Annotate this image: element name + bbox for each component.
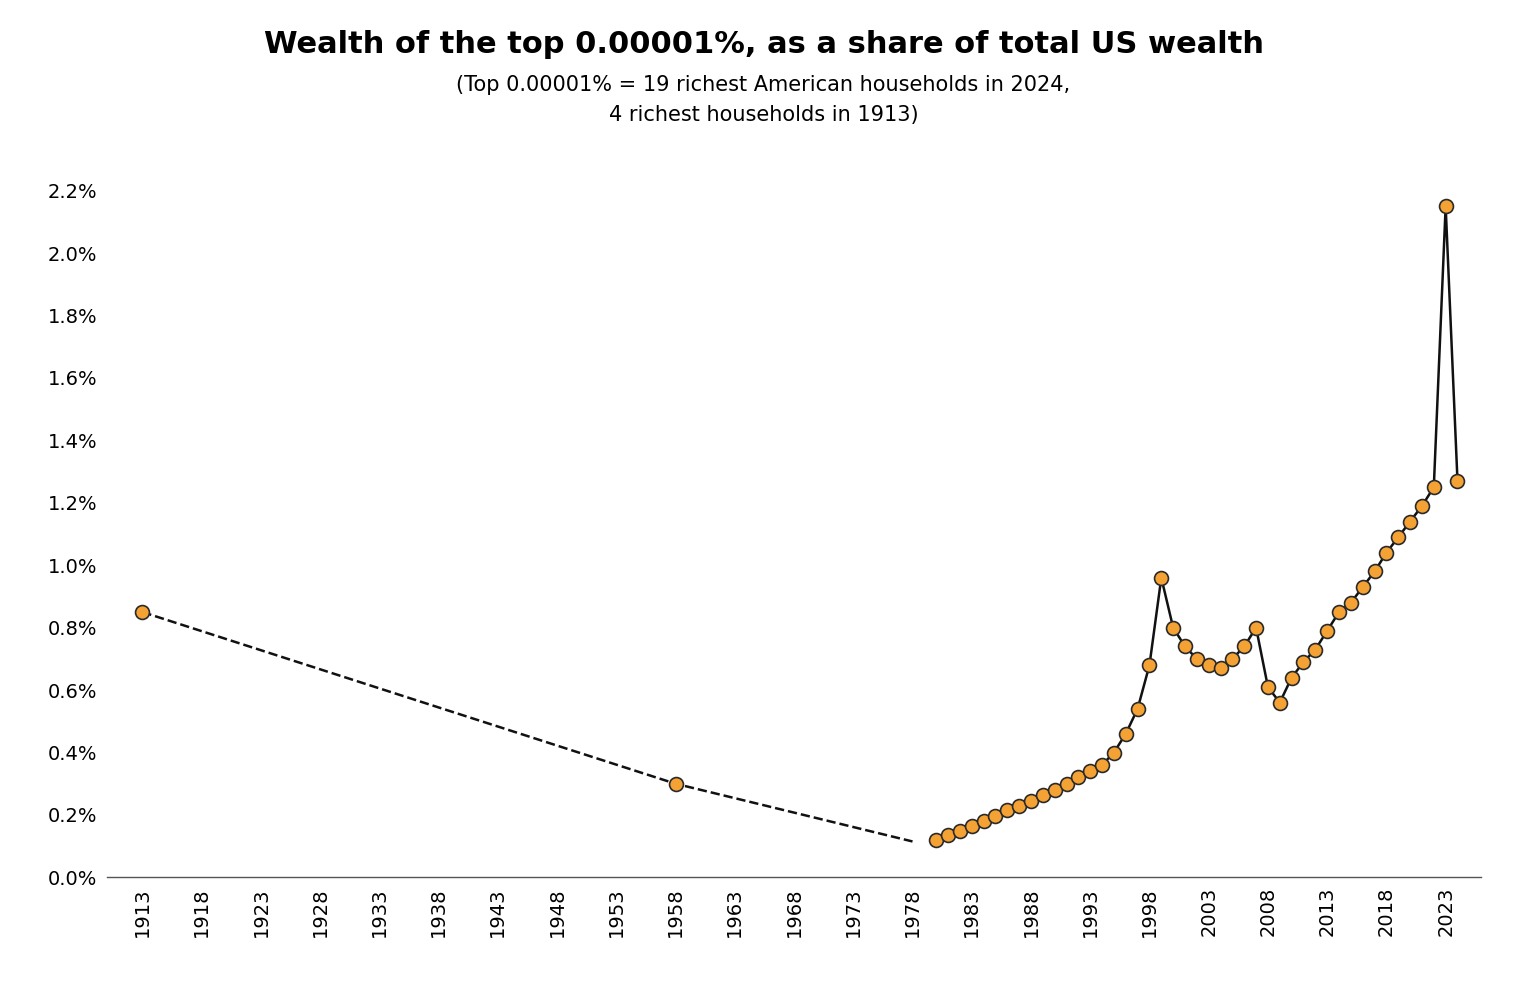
Point bbox=[663, 776, 687, 792]
Point bbox=[1185, 651, 1209, 667]
Point bbox=[996, 803, 1020, 819]
Text: Wealth of the top 0.00001%, as a share of total US wealth: Wealth of the top 0.00001%, as a share o… bbox=[264, 30, 1263, 59]
Point bbox=[959, 818, 983, 833]
Text: (Top 0.00001% = 19 richest American households in 2024,: (Top 0.00001% = 19 richest American hous… bbox=[457, 75, 1070, 95]
Point bbox=[983, 809, 1008, 825]
Point bbox=[1208, 660, 1232, 676]
Point bbox=[948, 823, 973, 838]
Point bbox=[1292, 654, 1316, 670]
Point bbox=[1280, 670, 1304, 686]
Point bbox=[1267, 695, 1292, 711]
Point bbox=[1078, 764, 1102, 780]
Point bbox=[1006, 798, 1031, 814]
Point bbox=[1150, 569, 1174, 585]
Point bbox=[1327, 604, 1351, 620]
Point bbox=[1374, 544, 1399, 560]
Point bbox=[1220, 651, 1245, 667]
Point bbox=[1161, 620, 1185, 636]
Text: 4 richest households in 1913): 4 richest households in 1913) bbox=[609, 105, 918, 125]
Point bbox=[1350, 579, 1374, 595]
Point bbox=[1303, 641, 1327, 657]
Point bbox=[1315, 623, 1339, 639]
Point bbox=[1409, 498, 1434, 513]
Point bbox=[1125, 701, 1150, 717]
Point bbox=[1173, 638, 1197, 654]
Point bbox=[1043, 782, 1067, 798]
Point bbox=[936, 828, 960, 843]
Point bbox=[1113, 726, 1138, 742]
Point bbox=[1434, 198, 1458, 214]
Point bbox=[1232, 638, 1257, 654]
Point bbox=[1255, 679, 1280, 695]
Point bbox=[1197, 657, 1222, 673]
Point bbox=[1054, 776, 1078, 792]
Point bbox=[924, 831, 948, 847]
Point bbox=[1031, 787, 1055, 803]
Point bbox=[1101, 745, 1125, 761]
Point bbox=[1339, 595, 1364, 611]
Point bbox=[1245, 620, 1269, 636]
Point bbox=[1445, 473, 1469, 489]
Point bbox=[1362, 563, 1387, 579]
Point bbox=[130, 604, 154, 620]
Point bbox=[1066, 770, 1090, 786]
Point bbox=[1387, 529, 1411, 545]
Point bbox=[1019, 793, 1043, 809]
Point bbox=[1090, 757, 1115, 773]
Point bbox=[1422, 480, 1446, 496]
Point bbox=[971, 814, 996, 830]
Point bbox=[1397, 513, 1422, 529]
Point bbox=[1138, 657, 1162, 673]
